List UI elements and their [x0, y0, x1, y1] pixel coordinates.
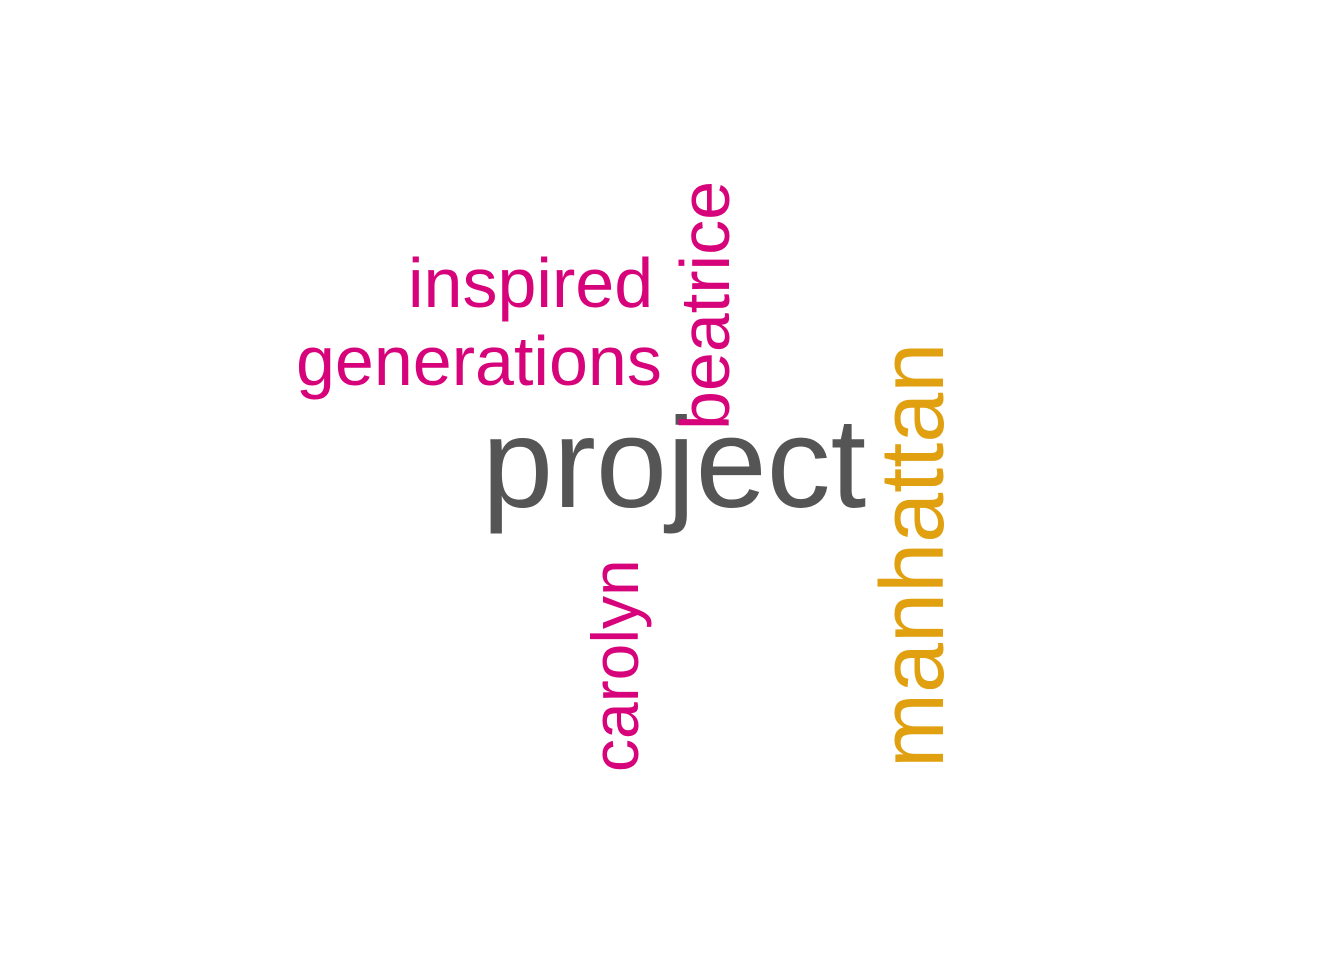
word-manhattan: manhattan [863, 342, 963, 768]
word-beatrice: beatrice [666, 180, 744, 430]
word-inspired: inspired [408, 244, 654, 322]
word-generations: generations [296, 322, 662, 400]
word-project: project [482, 392, 867, 535]
word-carolyn: carolyn [578, 559, 652, 772]
